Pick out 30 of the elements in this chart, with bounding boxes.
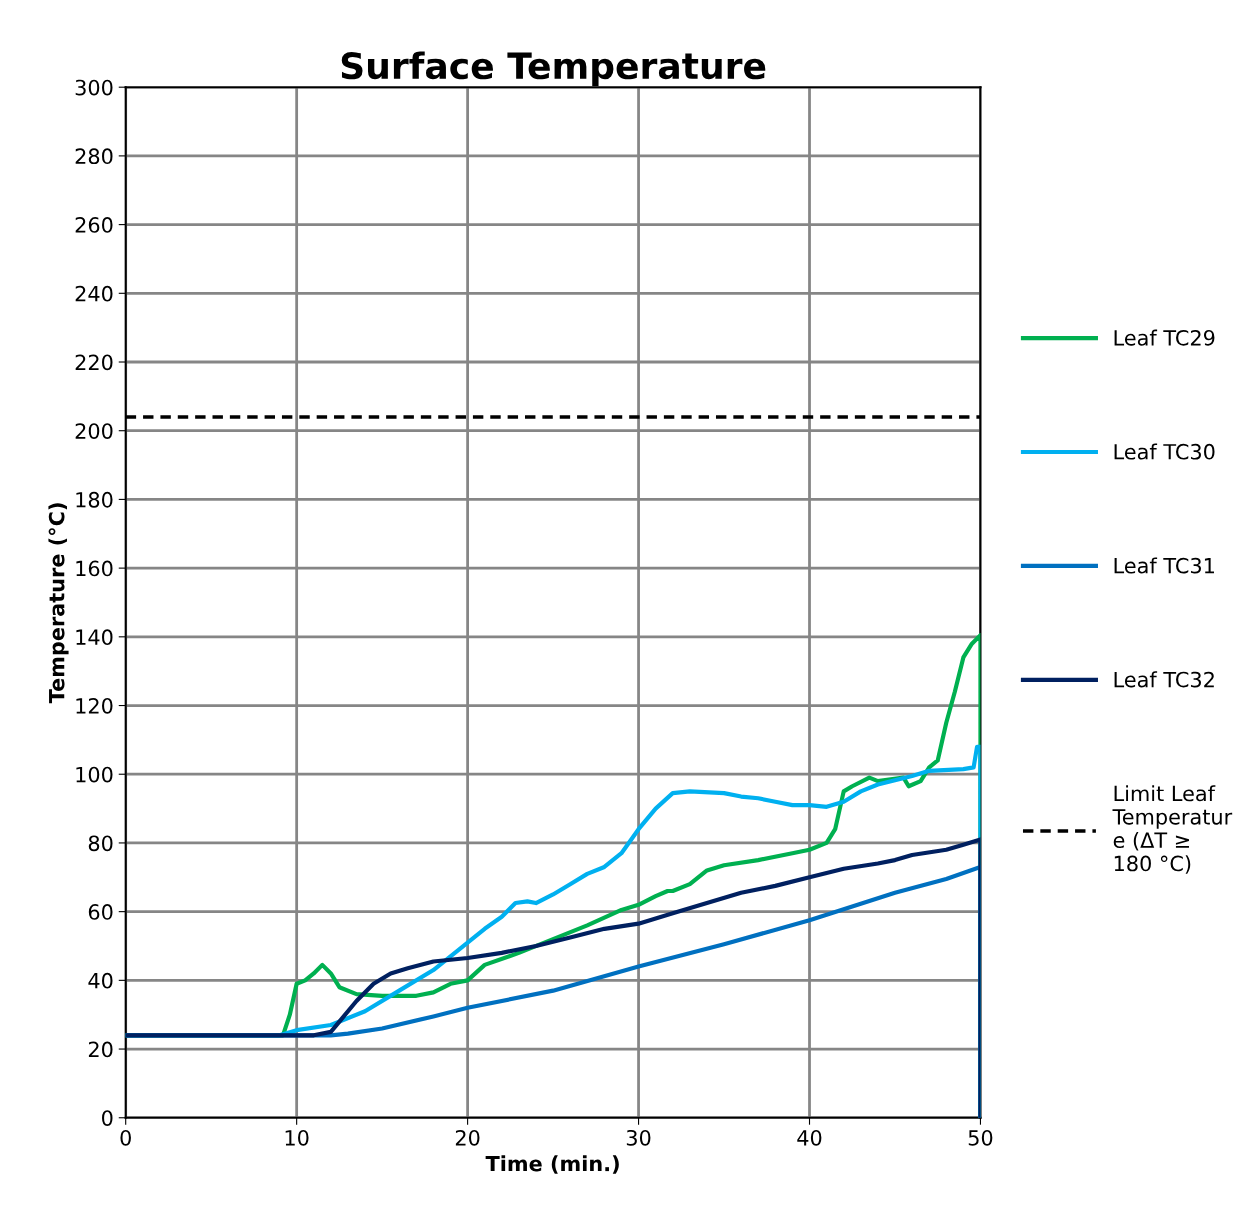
- y-tick-label: 60: [88, 904, 113, 920]
- legend-label: Leaf TC32: [1114, 671, 1214, 688]
- x-tick-label: 30: [626, 1129, 651, 1146]
- y-tick-label: 20: [88, 1041, 113, 1058]
- y-tick-label: 160: [76, 560, 113, 577]
- x-tick-label: 20: [455, 1129, 480, 1146]
- x-tick-label: 10: [285, 1129, 309, 1146]
- legend-label: Leaf TC30: [1114, 443, 1215, 460]
- legend-label: Leaf TC29: [1114, 329, 1215, 346]
- y-tick-label: 260: [75, 217, 113, 233]
- y-tick-label: 280: [75, 148, 113, 165]
- y-tick-label: 0: [102, 1110, 113, 1126]
- y-tick-label: 240: [75, 285, 113, 302]
- y-tick-label: 120: [76, 697, 113, 714]
- x-axis-title: Time (min.): [485, 1155, 619, 1174]
- x-tick-label: 0: [120, 1129, 131, 1146]
- legend-label: Limit Leaf Temperature (ΔT ≥ 180 °C): [1112, 785, 1233, 874]
- x-tick-label: 50: [968, 1129, 993, 1146]
- y-tick-label: 80: [88, 835, 113, 852]
- y-tick-label: 180: [76, 491, 113, 508]
- y-tick-label: 40: [88, 972, 113, 989]
- chart-title: Surface Temperature: [341, 51, 766, 87]
- y-tick-label: 200: [75, 423, 113, 439]
- y-tick-label: 300: [75, 79, 113, 96]
- legend-label: Leaf TC31: [1114, 557, 1214, 574]
- y-tick-label: 140: [76, 629, 113, 646]
- x-tick-label: 40: [797, 1129, 822, 1146]
- y-tick-label: 100: [76, 766, 113, 783]
- y-axis-title: Temperature (°C): [48, 503, 69, 704]
- y-tick-label: 220: [75, 354, 113, 371]
